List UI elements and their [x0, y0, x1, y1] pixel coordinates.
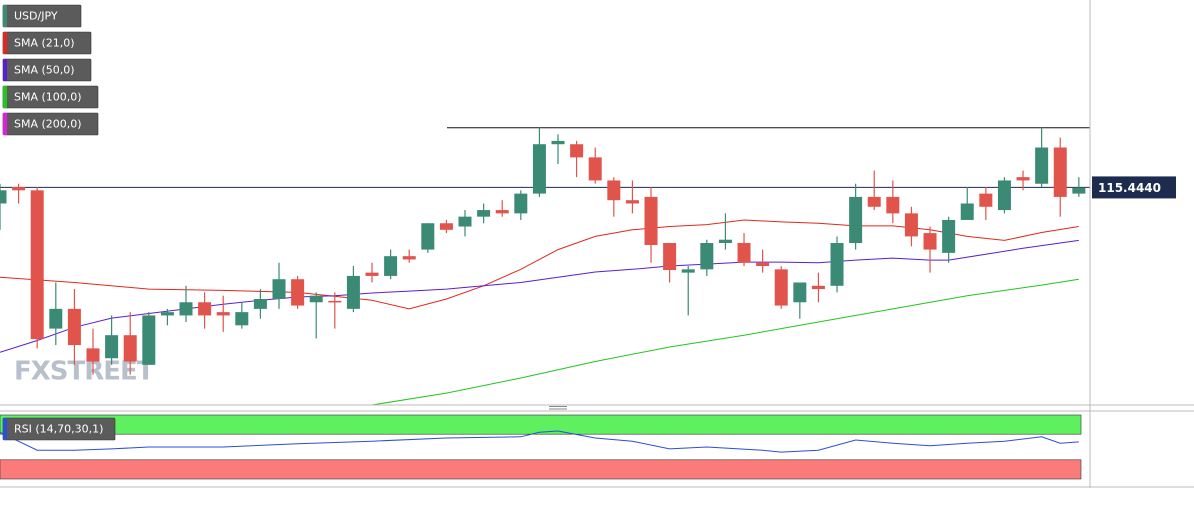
candle-body — [49, 308, 63, 329]
candle-body — [588, 157, 602, 181]
rsi-line — [0, 430, 1079, 453]
last-price-label: 115.4440 — [1098, 181, 1161, 195]
candle-body — [737, 243, 751, 263]
candle-body — [495, 210, 509, 214]
legend: USD/JPY SMA (21,0) SMA (50,0) SMA (100,0) SM… — [2, 4, 116, 441]
candle-body — [0, 190, 7, 204]
candle-body — [700, 243, 714, 270]
candle-body — [384, 256, 398, 276]
last-price-box — [1092, 176, 1176, 199]
legend-swatch — [3, 86, 7, 108]
candle-body — [328, 300, 342, 303]
candle-body — [625, 200, 639, 204]
rsi-panel — [0, 414, 1082, 480]
candle-body — [681, 269, 695, 273]
candle-body — [309, 295, 323, 303]
candle-body — [793, 282, 807, 303]
candle-body — [830, 243, 844, 286]
candle-body — [663, 243, 677, 270]
oversold-band — [0, 459, 1082, 480]
candle-body — [142, 315, 156, 365]
candle-body — [1053, 147, 1067, 197]
axes: 115.4440 — [1092, 176, 1176, 199]
candle-body — [291, 279, 305, 306]
candle-body — [811, 285, 825, 290]
candle-body — [12, 187, 26, 191]
legend-swatch — [3, 32, 7, 54]
candle-body — [421, 223, 435, 250]
legend-label: USD/JPY — [14, 10, 58, 23]
sma-line — [371, 278, 1079, 405]
candle-body — [532, 144, 546, 194]
candle-body — [904, 213, 918, 237]
legend-label: SMA (21,0) — [14, 37, 75, 50]
candle-body — [216, 312, 230, 316]
candle-body — [198, 302, 212, 316]
candle-body — [67, 308, 81, 346]
candle-body — [867, 196, 881, 207]
candle-body — [1016, 177, 1030, 181]
candle-body — [1072, 187, 1086, 194]
overbought-band — [0, 414, 1082, 435]
legend-label: SMA (200,0) — [14, 118, 82, 131]
resize-handle[interactable] — [549, 406, 567, 410]
candle-body — [346, 275, 360, 309]
candle-body — [774, 269, 788, 306]
candle-body — [514, 193, 528, 214]
candle-body — [886, 196, 900, 214]
candle-body — [272, 279, 286, 299]
candle-body — [105, 335, 119, 359]
candle-body — [439, 223, 453, 230]
legend-swatch — [3, 59, 7, 81]
candle-body — [570, 144, 584, 158]
candle-body — [960, 203, 974, 220]
candle-body — [30, 190, 44, 340]
candle-body — [1035, 147, 1049, 184]
candle-body — [607, 180, 621, 201]
legend-swatch — [3, 418, 7, 440]
candle-body — [979, 193, 993, 207]
legend-swatch — [3, 113, 7, 135]
candle-body — [365, 272, 379, 276]
price-panel: FXSTREET — [0, 127, 1090, 405]
legend-label: SMA (50,0) — [14, 64, 75, 77]
candle-body — [551, 140, 565, 145]
candle-body — [477, 210, 491, 217]
candle-body — [402, 256, 416, 260]
legend-label: SMA (100,0) — [14, 91, 82, 104]
candle-body — [644, 196, 658, 245]
candle-body — [458, 216, 472, 227]
candle-body — [123, 335, 137, 362]
legend-label: RSI (14,70,30,1) — [14, 423, 103, 436]
candle-body — [718, 239, 732, 243]
candle-body — [849, 196, 863, 243]
candle-body — [235, 312, 249, 326]
candle-body — [86, 348, 100, 362]
candle-body — [942, 219, 956, 253]
candle-body — [923, 233, 937, 250]
candle-body — [179, 302, 193, 316]
candle-body — [997, 180, 1011, 211]
candle-body — [253, 298, 267, 309]
candle-body — [160, 312, 174, 316]
legend-swatch — [3, 5, 7, 27]
candle-body — [756, 262, 770, 267]
